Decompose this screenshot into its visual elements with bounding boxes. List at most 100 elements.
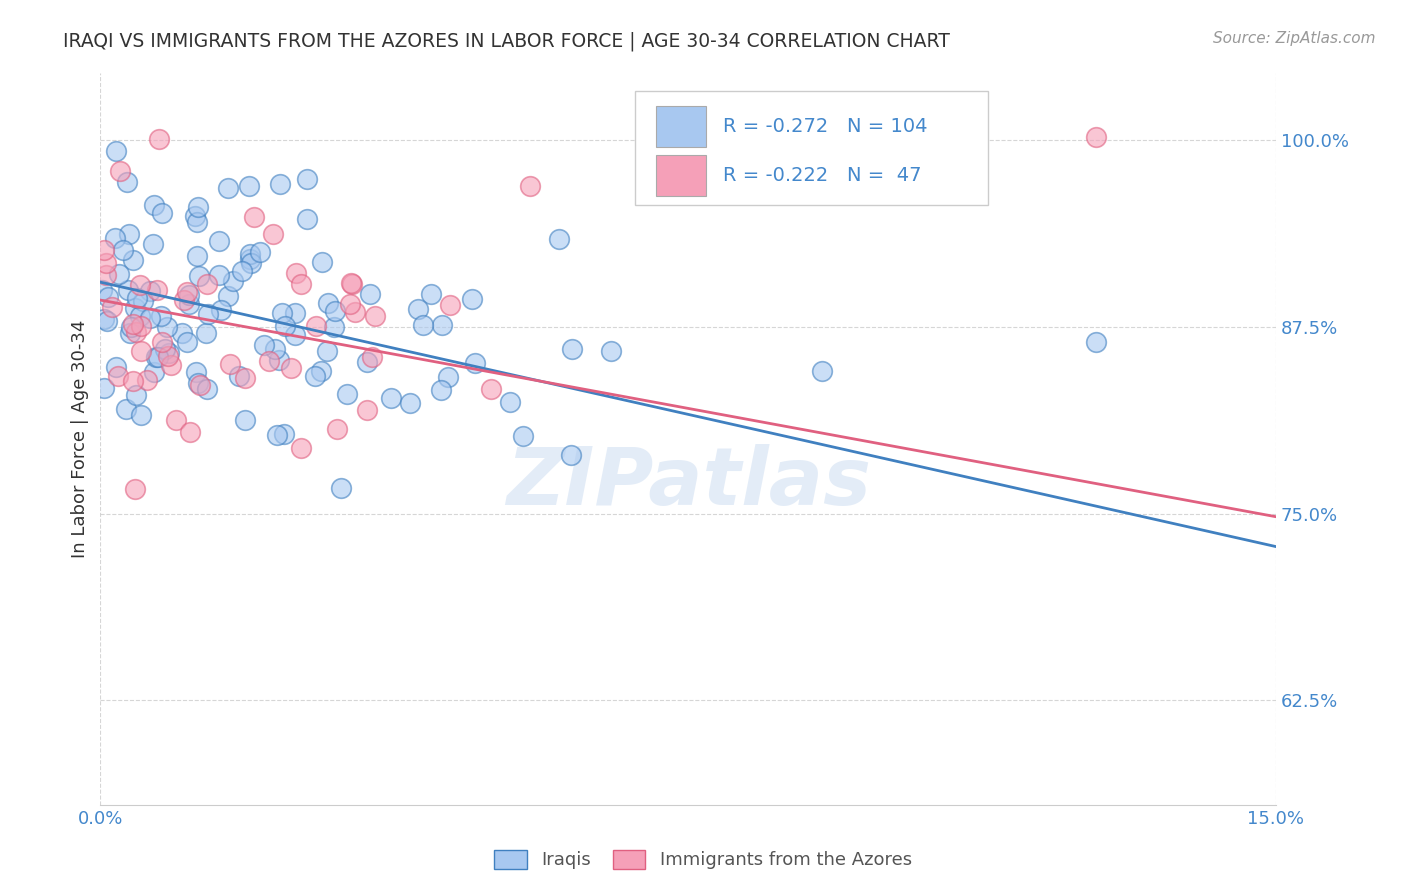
Point bbox=[129, 344, 152, 359]
Text: IRAQI VS IMMIGRANTS FROM THE AZORES IN LABOR FORCE | AGE 30-34 CORRELATION CHART: IRAQI VS IMMIGRANTS FROM THE AZORES IN L… bbox=[63, 31, 950, 51]
Point bbox=[156, 349, 179, 363]
Point bbox=[263, 343, 285, 357]
Point bbox=[228, 368, 250, 383]
Point bbox=[269, 177, 291, 191]
Point bbox=[179, 288, 201, 302]
Point bbox=[326, 422, 349, 436]
Point bbox=[344, 305, 367, 319]
Point bbox=[356, 403, 378, 417]
Point bbox=[249, 245, 271, 260]
Point bbox=[184, 209, 207, 223]
Point bbox=[600, 344, 623, 359]
Point bbox=[131, 319, 153, 334]
Point bbox=[124, 482, 146, 496]
Point bbox=[150, 310, 173, 324]
Point bbox=[115, 402, 138, 417]
Point bbox=[262, 227, 284, 241]
Point bbox=[330, 481, 353, 495]
Point bbox=[339, 296, 361, 310]
FancyBboxPatch shape bbox=[636, 91, 988, 205]
Point bbox=[273, 427, 295, 442]
Point bbox=[146, 350, 169, 364]
Point bbox=[165, 413, 187, 427]
Point bbox=[194, 326, 217, 340]
Point bbox=[323, 304, 346, 318]
Point bbox=[157, 346, 180, 360]
Point bbox=[304, 369, 326, 384]
Text: R = -0.222   N =  47: R = -0.222 N = 47 bbox=[724, 166, 922, 185]
Point bbox=[129, 309, 152, 323]
Point bbox=[380, 391, 402, 405]
Point bbox=[94, 256, 117, 270]
Point bbox=[186, 249, 208, 263]
Point bbox=[107, 368, 129, 383]
Point bbox=[259, 353, 281, 368]
Point bbox=[243, 210, 266, 224]
Point bbox=[112, 243, 135, 257]
Point bbox=[309, 364, 332, 378]
Point bbox=[479, 383, 502, 397]
Point bbox=[121, 253, 143, 268]
Point bbox=[361, 350, 384, 364]
Point bbox=[187, 376, 209, 390]
Point bbox=[188, 268, 211, 283]
Point bbox=[323, 319, 346, 334]
Point bbox=[124, 301, 146, 316]
Point bbox=[152, 334, 174, 349]
Point bbox=[179, 297, 201, 311]
Point bbox=[103, 231, 125, 245]
Point bbox=[419, 286, 441, 301]
Point bbox=[238, 179, 260, 194]
Text: ZIPatlas: ZIPatlas bbox=[506, 444, 870, 522]
Point bbox=[311, 254, 333, 268]
Point bbox=[499, 395, 522, 409]
Point bbox=[561, 342, 583, 356]
Point bbox=[179, 425, 201, 439]
Point bbox=[364, 310, 387, 324]
FancyBboxPatch shape bbox=[657, 155, 706, 195]
Point bbox=[93, 311, 115, 326]
Point bbox=[1084, 130, 1107, 145]
Point bbox=[184, 365, 207, 379]
Point bbox=[412, 318, 434, 333]
Point bbox=[125, 291, 148, 305]
Point bbox=[560, 448, 582, 462]
Point bbox=[148, 132, 170, 146]
Point bbox=[239, 252, 262, 266]
Point bbox=[120, 320, 142, 334]
Point bbox=[110, 164, 132, 178]
Point bbox=[101, 300, 124, 314]
Point bbox=[284, 266, 307, 280]
FancyBboxPatch shape bbox=[657, 106, 706, 146]
Point bbox=[342, 277, 364, 291]
Point bbox=[176, 285, 198, 299]
Point bbox=[125, 388, 148, 402]
Point bbox=[105, 360, 128, 375]
Point bbox=[170, 326, 193, 340]
Point bbox=[209, 303, 232, 318]
Point bbox=[398, 395, 420, 409]
Point bbox=[339, 276, 361, 290]
Point bbox=[359, 287, 381, 301]
Point bbox=[208, 234, 231, 248]
Point bbox=[93, 243, 115, 257]
Point bbox=[284, 327, 307, 342]
Point bbox=[295, 172, 318, 186]
Point bbox=[153, 342, 176, 356]
Point bbox=[548, 232, 571, 246]
Point bbox=[356, 355, 378, 369]
Point bbox=[142, 198, 165, 212]
Point bbox=[93, 381, 115, 395]
Point bbox=[239, 247, 262, 261]
Point bbox=[280, 361, 302, 376]
Point bbox=[96, 268, 118, 282]
Point bbox=[118, 227, 141, 241]
Point bbox=[173, 293, 195, 307]
Text: Source: ZipAtlas.com: Source: ZipAtlas.com bbox=[1212, 31, 1375, 46]
Point bbox=[305, 319, 328, 334]
Point bbox=[430, 384, 453, 398]
Point bbox=[233, 371, 256, 385]
Point bbox=[142, 236, 165, 251]
Point bbox=[146, 283, 169, 297]
Point bbox=[274, 319, 297, 334]
